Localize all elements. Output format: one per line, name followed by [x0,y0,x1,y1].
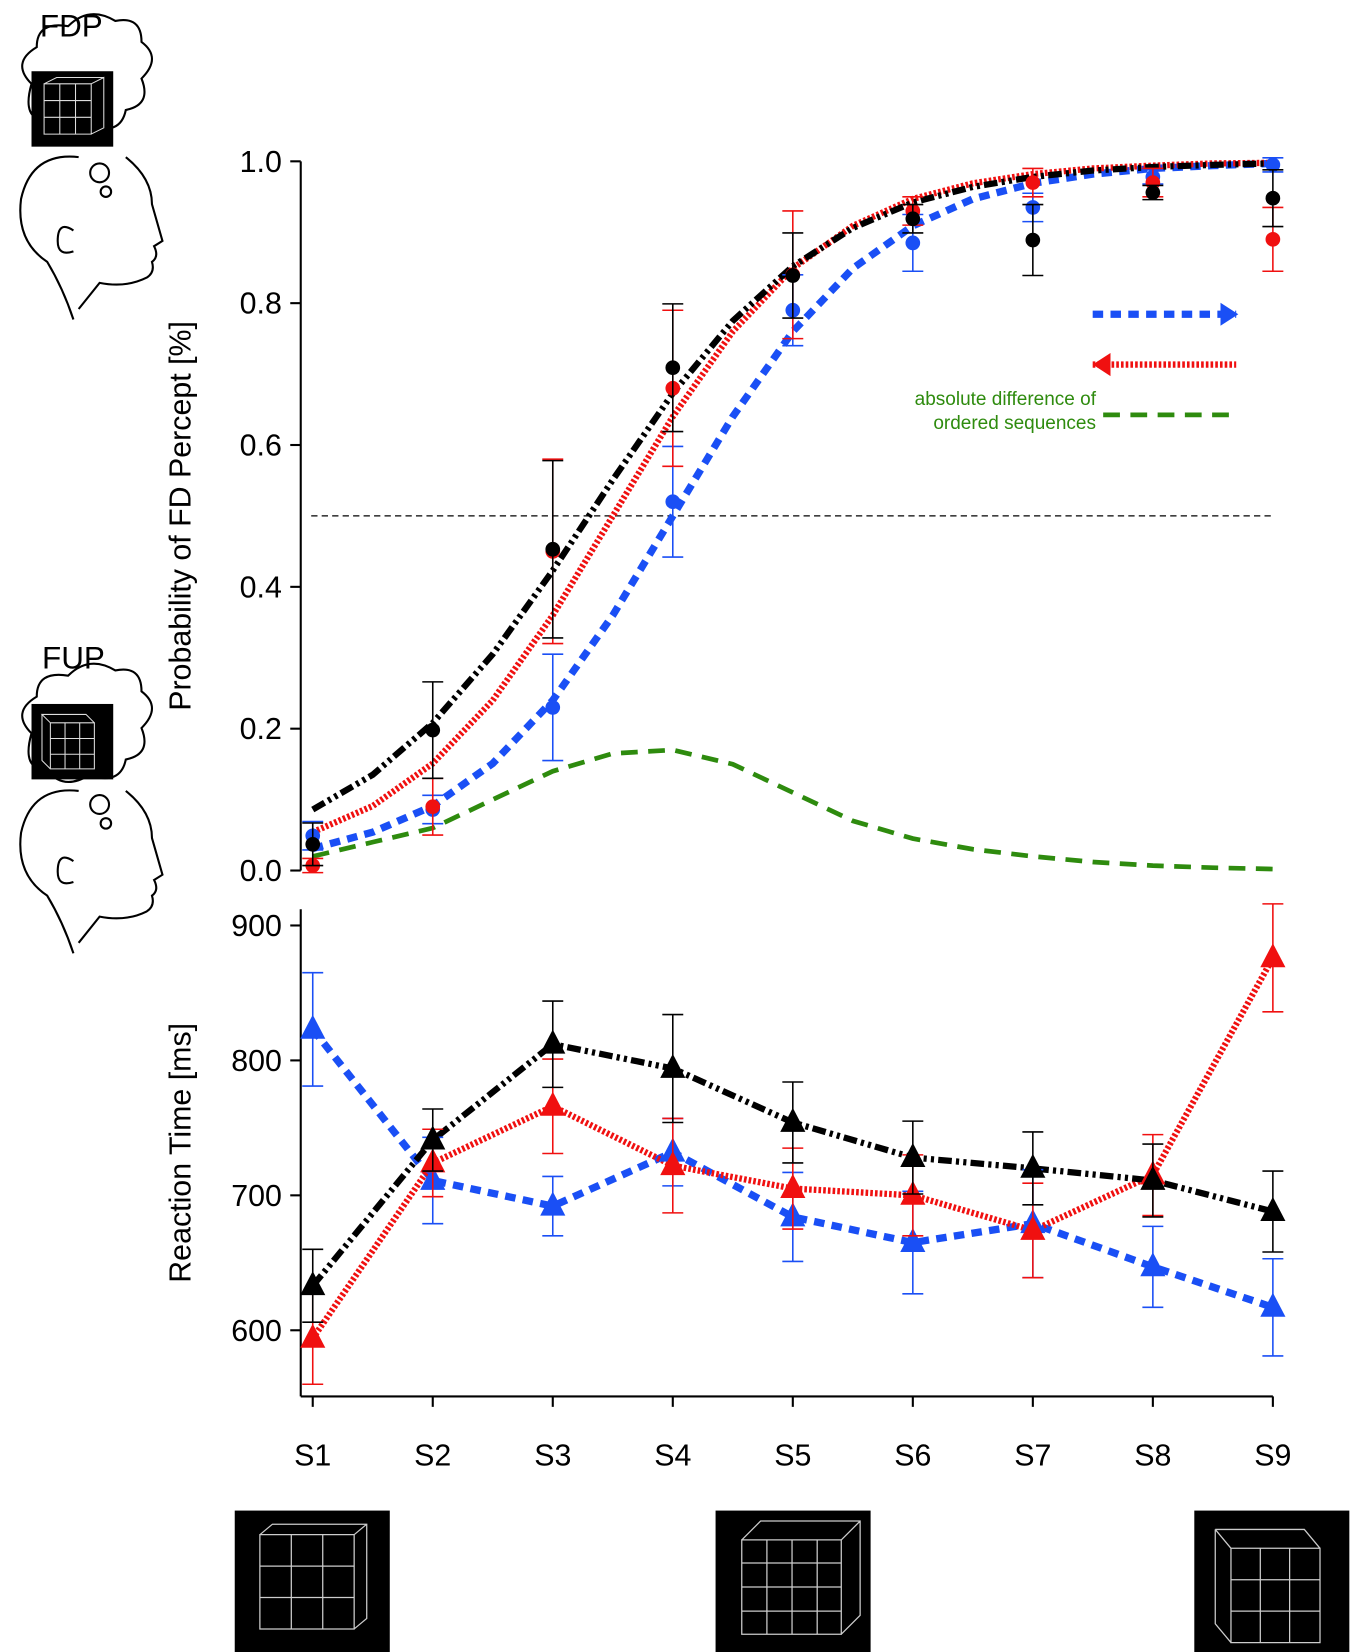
y-tick-label: 700 [231,1180,282,1213]
data-point [785,268,801,283]
legend-arrowhead [1220,302,1239,326]
data-point [1260,1196,1286,1221]
x-tick-label: S2 [414,1440,451,1473]
x-tick-label: S5 [774,1440,811,1473]
legend-swatch [1092,302,1239,326]
data-point [540,1091,566,1116]
data-point [305,836,321,852]
y-tick-label: 900 [231,910,282,943]
data-point [1265,232,1281,247]
data-point [780,1173,806,1199]
y-tick-label: 600 [231,1315,282,1348]
data-point [665,494,681,510]
y-tick-label: 800 [231,1045,282,1078]
data-point [905,211,921,227]
x-tick-label: S3 [534,1440,571,1473]
data-point [420,1125,446,1150]
fdp-illustration [19,13,164,320]
y-tick-label: 0.6 [240,429,282,462]
data-point [425,799,441,815]
y-tick-label: 0.4 [240,571,282,604]
data-point [1140,1165,1166,1190]
data-point [1145,185,1161,200]
data-point [300,1014,326,1039]
fup-cube [31,703,114,780]
data-point [660,1150,686,1176]
data-point [545,541,561,557]
y-axis-label: Probability of FD Percept [%] [165,321,198,711]
data-point [780,1107,806,1132]
x-tick-label: S4 [654,1440,691,1473]
x-tick-label: S9 [1254,1440,1291,1473]
data-point [300,1323,326,1348]
fit-curve [312,747,1273,872]
stimulus-thumbnails [234,1510,1350,1652]
data-point [540,1029,566,1054]
data-point [1020,1153,1046,1178]
data-point [545,700,561,715]
data-point [540,1191,566,1216]
data-point [1265,157,1281,173]
x-tick-label: S1 [294,1440,331,1473]
y-tick-label: 1.0 [240,146,282,179]
y-tick-label: 0.8 [240,288,282,321]
y-tick-label: 0.0 [240,855,282,888]
legend-label: absolute difference of ordered sequences [914,389,1096,434]
legend-swatch [1092,353,1237,377]
x-tick-label: S7 [1014,1440,1051,1473]
y-axis-label: Reaction Time [ms] [165,1023,198,1283]
data-point [1140,1252,1166,1277]
data-point [1025,175,1041,190]
data-point [300,1271,326,1296]
data-point [1260,943,1286,968]
fdp-label: FDP [40,9,103,44]
legend-arrowhead [1092,353,1111,377]
data-point [1020,1215,1046,1240]
data-point [665,360,681,376]
series-line [309,1027,1275,1311]
fdp-cube [31,71,114,147]
data-point [900,1142,926,1167]
data-point [660,1053,686,1078]
x-tick-label: S8 [1134,1440,1171,1473]
data-point [425,722,441,738]
data-point [1025,232,1041,248]
data-point [905,235,921,251]
y-tick-label: 0.2 [240,713,282,746]
data-point [1265,190,1281,206]
x-tick-label: S6 [894,1440,931,1473]
data-point [900,1227,926,1252]
fup-label: FUP [42,640,105,675]
data-point [1260,1292,1286,1317]
